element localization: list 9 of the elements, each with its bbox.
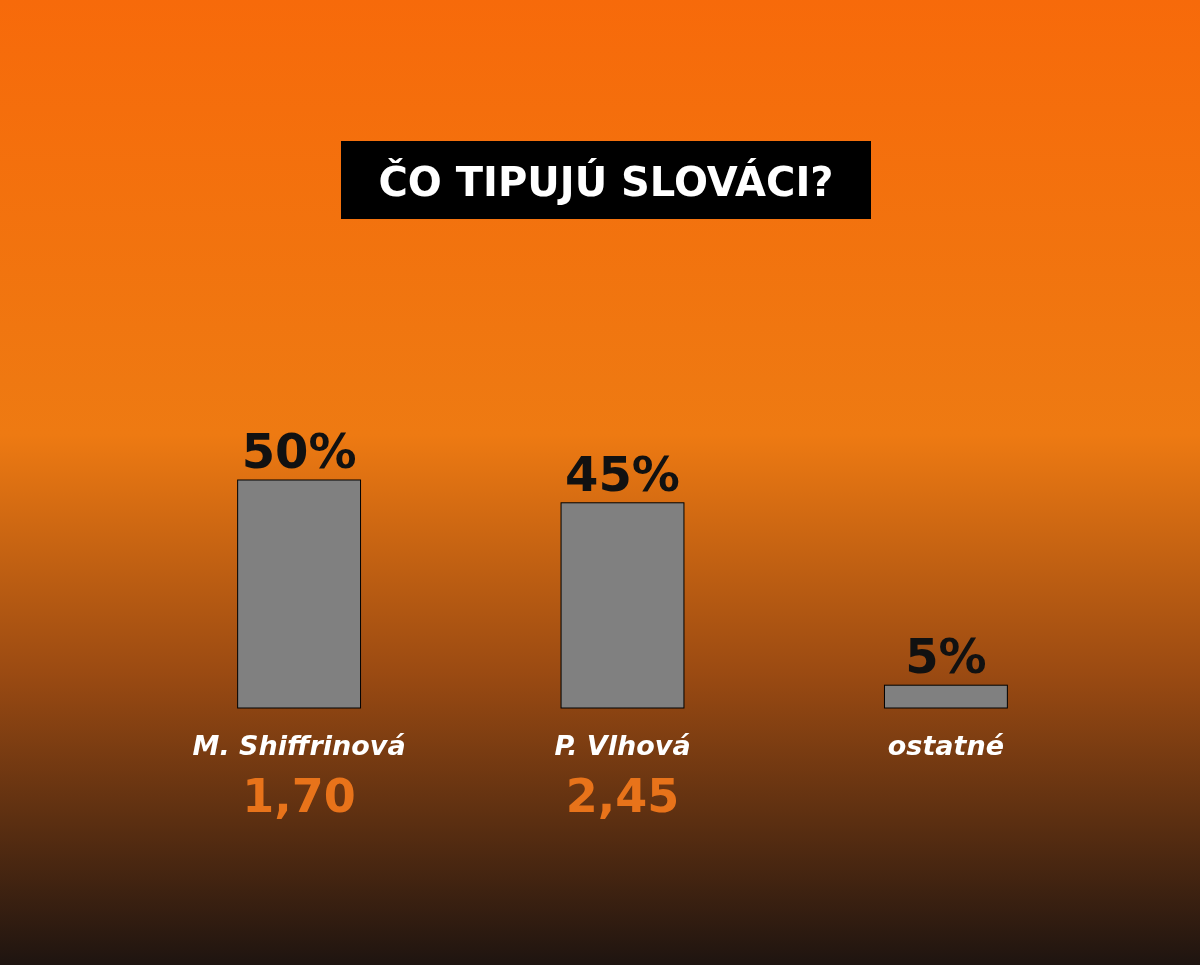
data-label: 45% (565, 445, 680, 502)
data-label: 50% (241, 423, 357, 479)
chart-title: ČO TIPUJÚ SLOVÁCI? (378, 158, 834, 205)
x-tick-label: ostatné (887, 730, 1005, 761)
data-label: 5% (905, 628, 987, 685)
x-tick-label: M. Shiffrinová (192, 730, 406, 761)
text: 2,45 (565, 769, 680, 823)
text: 1,70 (242, 769, 356, 823)
x-tick-label: P. Vlhová (554, 730, 691, 761)
